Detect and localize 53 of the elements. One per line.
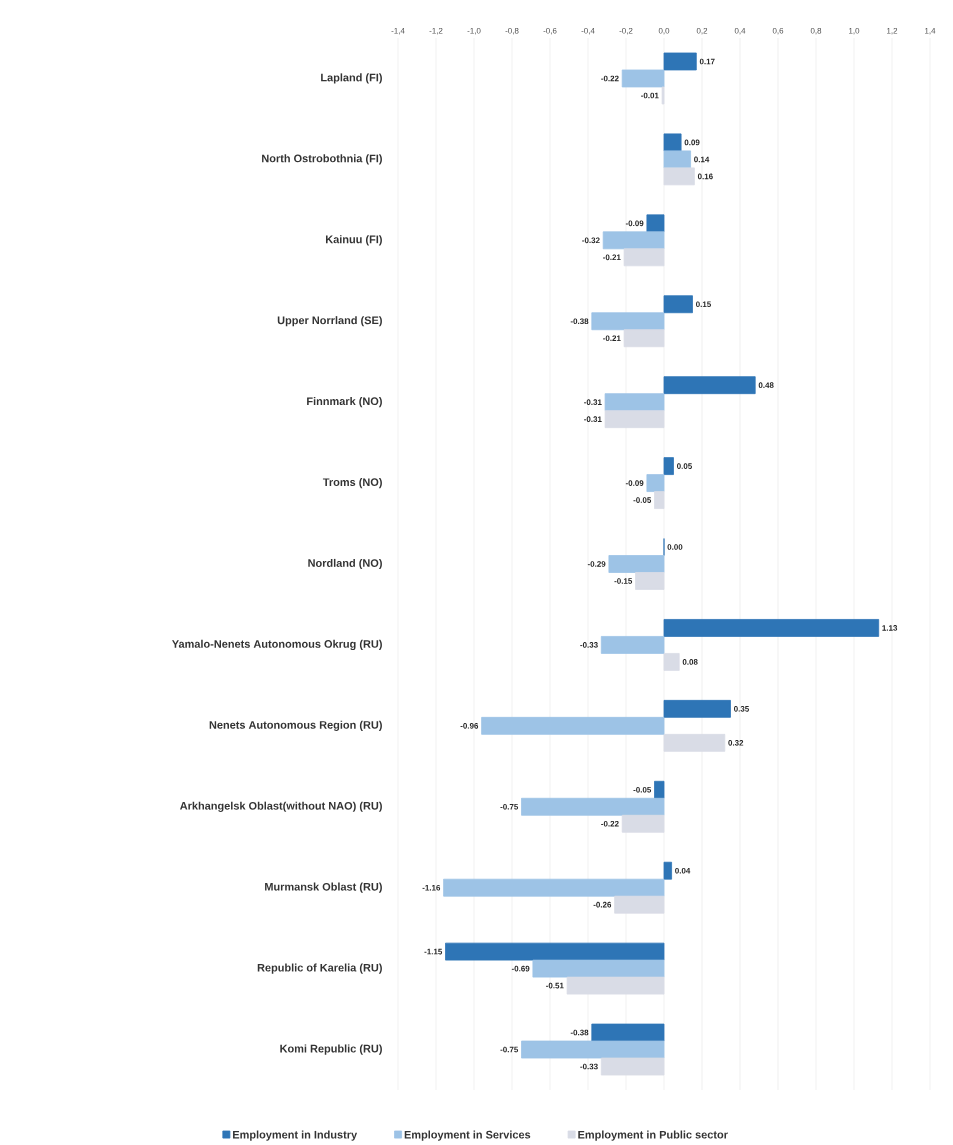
bar bbox=[663, 699, 731, 718]
bar bbox=[646, 474, 665, 492]
y-tick-label: Kainuu (FI) bbox=[326, 235, 382, 246]
bar bbox=[591, 312, 665, 331]
y-tick-label: Arkhangelsk Oblast(without NAO) (RU) bbox=[180, 801, 382, 812]
bar bbox=[654, 780, 665, 799]
y-tick-label: North Ostrobothnia (FI) bbox=[262, 154, 382, 165]
y-tick-label: Nordland (NO) bbox=[308, 558, 382, 570]
bar bbox=[663, 295, 693, 314]
bar bbox=[602, 231, 665, 250]
bar bbox=[663, 52, 697, 71]
y-tick-label: Murmansk Oblast (RU) bbox=[265, 882, 382, 893]
bar bbox=[663, 457, 674, 475]
bar bbox=[663, 733, 726, 752]
bar bbox=[521, 1040, 665, 1059]
bar bbox=[635, 572, 665, 590]
bar bbox=[566, 976, 665, 995]
bar bbox=[663, 619, 880, 637]
y-tick-label: Upper Norrland (SE) bbox=[277, 316, 382, 327]
bar bbox=[663, 653, 680, 671]
y-tick-label: Nenets Autonomous Region (RU) bbox=[209, 720, 382, 731]
bar bbox=[443, 878, 665, 897]
bar bbox=[621, 69, 665, 88]
bar bbox=[604, 393, 665, 412]
y-tick-label: Lapland (FI) bbox=[321, 73, 382, 84]
bar bbox=[621, 814, 665, 833]
bar bbox=[445, 942, 665, 961]
bar bbox=[591, 1023, 665, 1042]
bar bbox=[663, 167, 695, 186]
bar bbox=[614, 895, 665, 914]
bar bbox=[663, 861, 672, 880]
bar bbox=[646, 214, 665, 233]
y-tick-label: Finnmark (NO) bbox=[307, 397, 382, 408]
bar bbox=[608, 555, 665, 573]
bar bbox=[532, 959, 665, 978]
y-tick-label: Republic of Karelia (RU) bbox=[257, 963, 382, 974]
y-tick-label: Komi Republic (RU) bbox=[280, 1044, 382, 1055]
y-tick-label: Yamalo-Nenets Autonomous Okrug (RU) bbox=[172, 639, 382, 651]
y-tick-label: Troms (NO) bbox=[322, 477, 382, 489]
legend-label: Employment in Services bbox=[404, 1130, 531, 1141]
bar bbox=[623, 329, 665, 348]
legend-label: Employment in Industry bbox=[233, 1130, 358, 1141]
bar bbox=[600, 1057, 665, 1076]
bar bbox=[604, 410, 665, 429]
bar bbox=[623, 248, 665, 267]
bar bbox=[521, 797, 665, 816]
bar bbox=[600, 636, 665, 654]
bar bbox=[663, 150, 691, 169]
legend-label: Employment in Public sector bbox=[578, 1130, 728, 1141]
bar bbox=[481, 716, 665, 735]
bar bbox=[663, 376, 756, 395]
bar bbox=[654, 491, 665, 509]
bar bbox=[663, 133, 682, 152]
